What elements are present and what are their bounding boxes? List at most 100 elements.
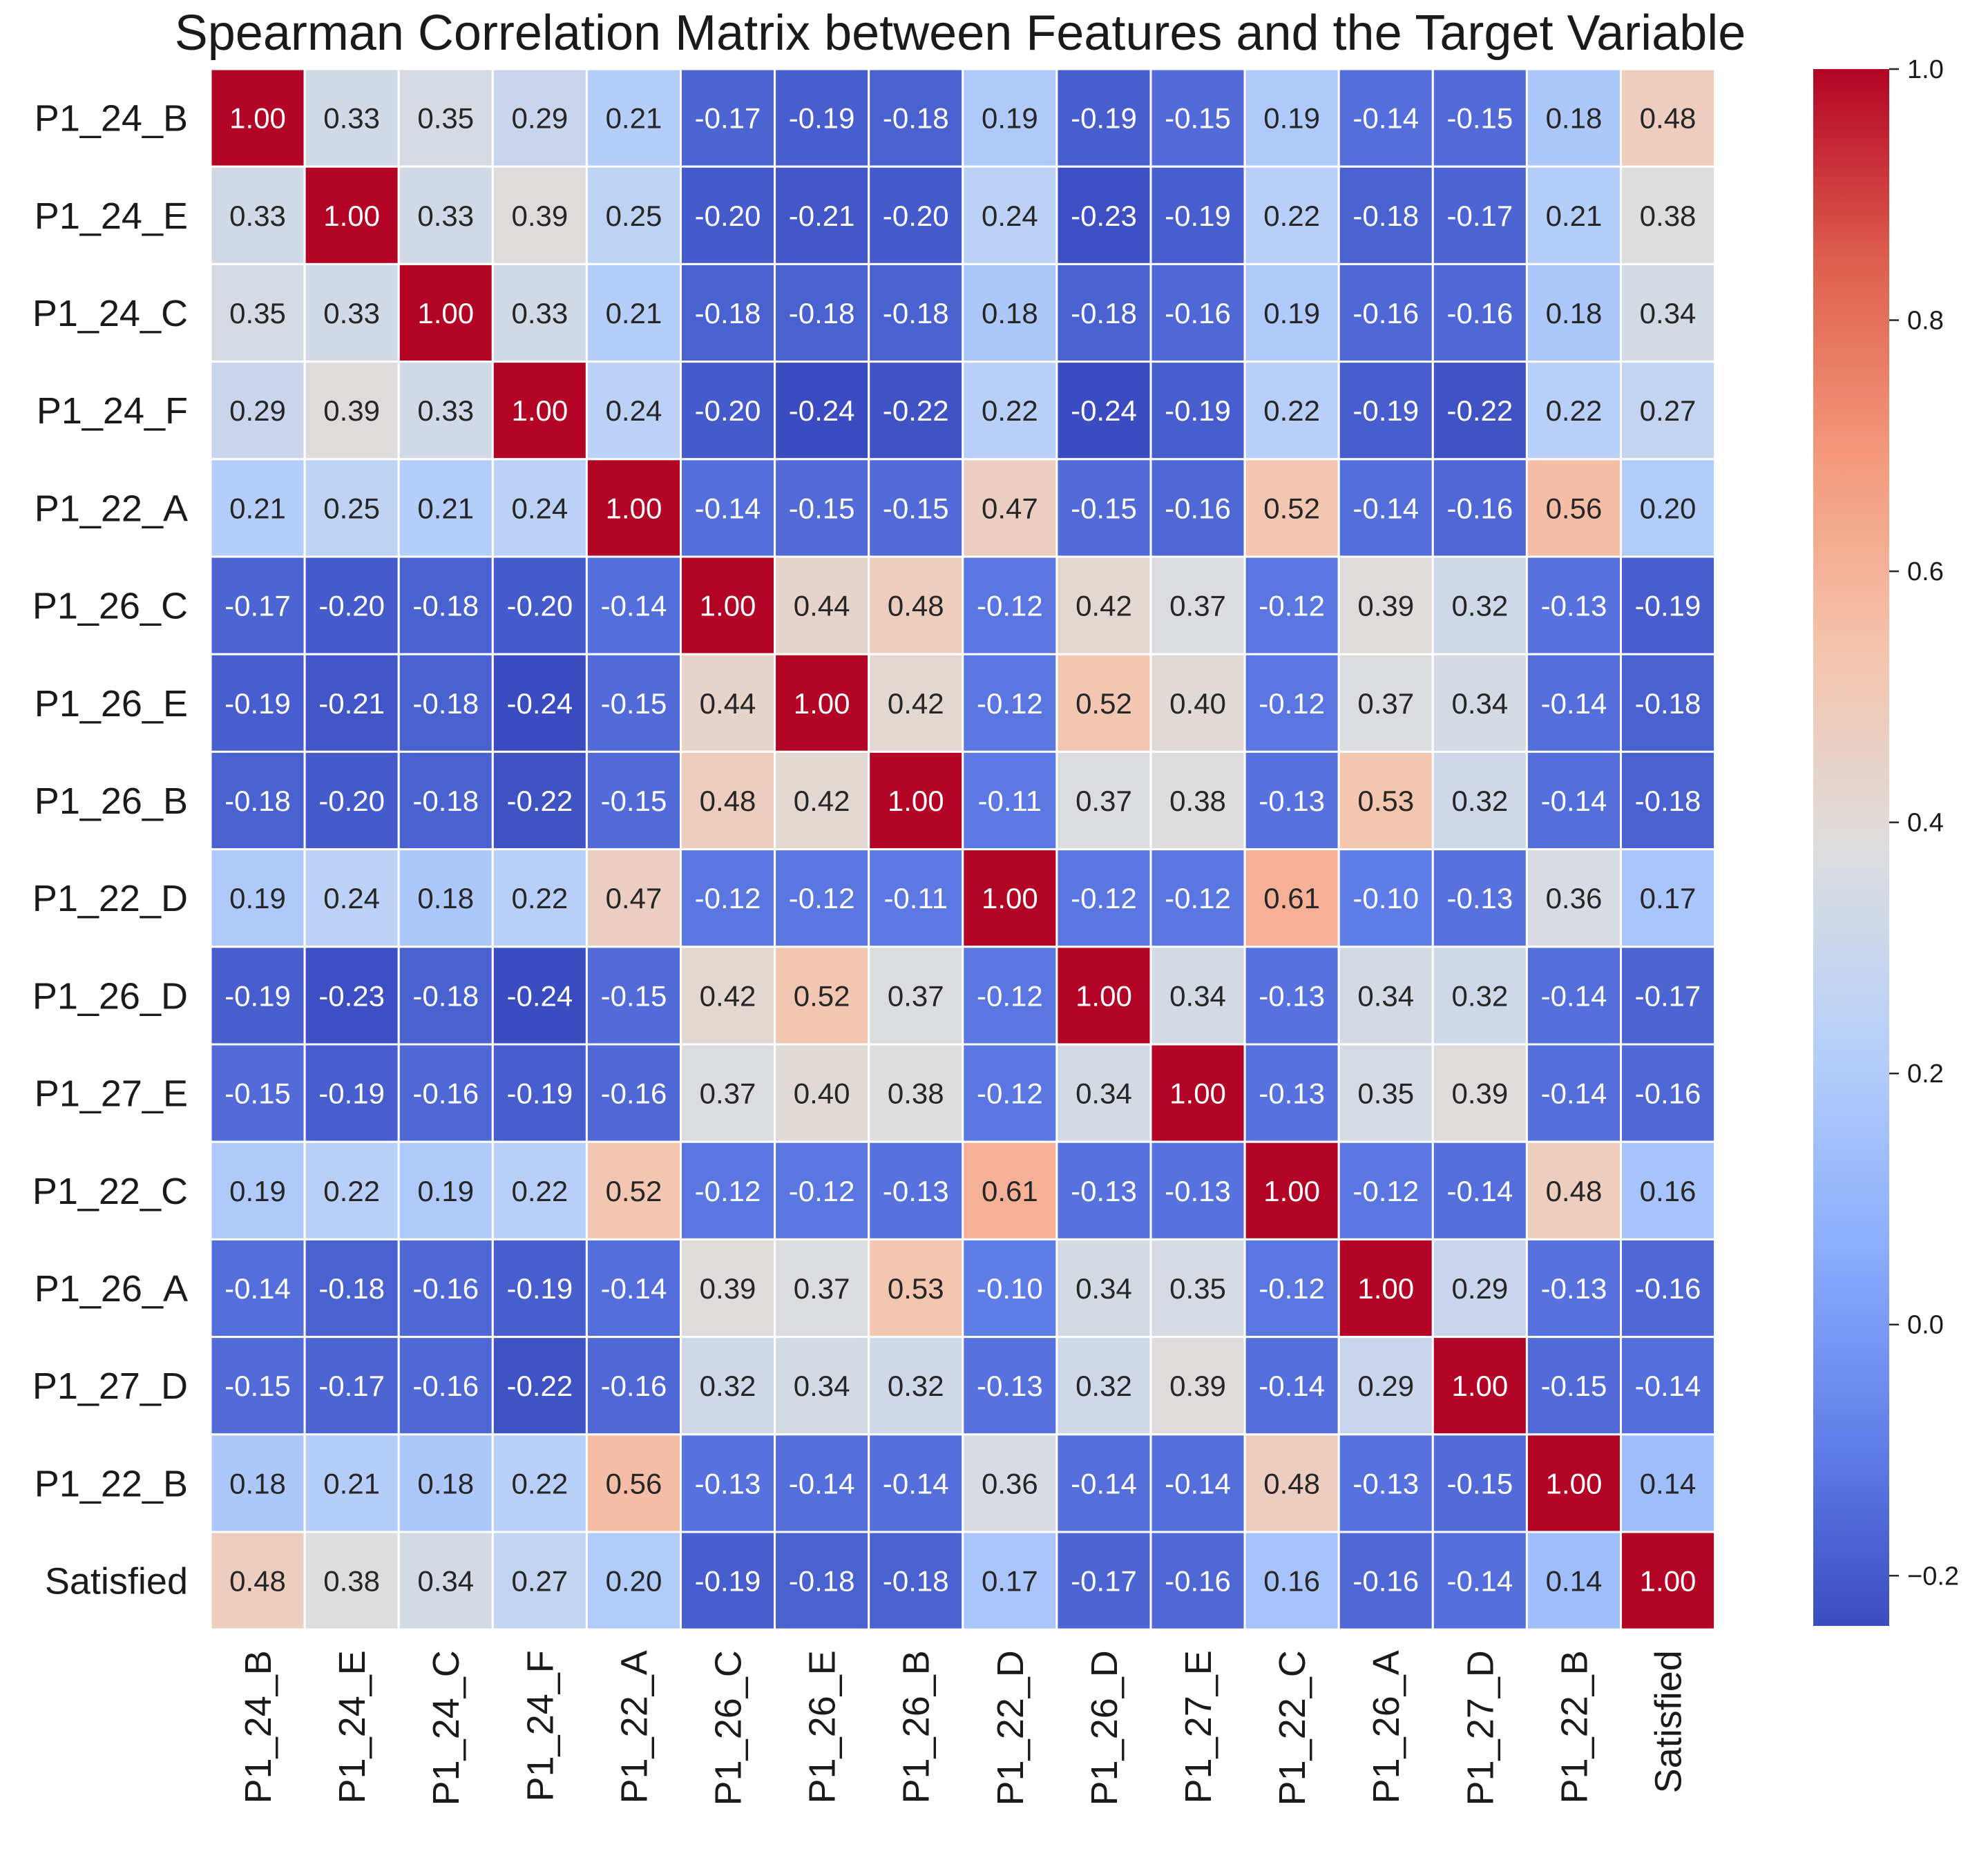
cell-value-label: -0.18 <box>318 1272 385 1305</box>
cell-value-label: 0.16 <box>1640 1175 1697 1207</box>
cell-value-label: 0.48 <box>1263 1467 1320 1500</box>
heatmap-cell <box>1337 262 1434 363</box>
heatmap-cell <box>868 750 964 851</box>
cell-value-label: 0.18 <box>417 882 474 914</box>
column-label: P1_22_C <box>1272 1650 1313 1805</box>
cell-value-label: 0.21 <box>417 492 474 524</box>
cell-value-label: -0.12 <box>1259 590 1325 622</box>
cell-value-label: 0.32 <box>700 1370 756 1402</box>
row-label: P1_22_D <box>32 878 188 919</box>
cell-value-label: 0.34 <box>1169 979 1226 1012</box>
heatmap-cell <box>1243 750 1340 851</box>
heatmap-cell <box>868 68 964 168</box>
cell-value-label: -0.24 <box>1071 394 1137 427</box>
cell-value-label: -0.20 <box>318 785 385 817</box>
colorbar-tick-label: 0.0 <box>1907 1311 1944 1340</box>
row-label: P1_26_E <box>35 683 188 725</box>
heatmap-cell <box>1620 946 1717 1046</box>
cell-value-label: -0.22 <box>1446 394 1513 427</box>
heatmap-cell <box>585 1531 682 1631</box>
cell-value-label: -0.14 <box>1446 1175 1513 1207</box>
cell-value-label: 0.20 <box>1640 492 1697 524</box>
cell-value-label: -0.18 <box>412 590 479 622</box>
cell-value-label: -0.23 <box>1071 200 1137 232</box>
cell-value-label: 0.22 <box>1263 200 1320 232</box>
heatmap-cell <box>1149 555 1246 655</box>
heatmap-cell <box>1055 1238 1152 1339</box>
heatmap-cell <box>1149 750 1246 851</box>
cell-value-label: 0.39 <box>1451 1077 1508 1110</box>
heatmap-cell <box>1620 458 1717 558</box>
heatmap-cell <box>774 946 870 1046</box>
cell-value-label: 1.00 <box>794 687 850 720</box>
cell-value-label: 0.39 <box>323 394 380 427</box>
cell-value-label: -0.16 <box>601 1370 667 1402</box>
cell-value-label: -0.20 <box>883 200 949 232</box>
chart-title: Spearman Correlation Matrix between Feat… <box>175 6 1746 61</box>
heatmap-cell <box>1525 262 1622 363</box>
heatmap-cell <box>774 555 870 655</box>
heatmap-cell <box>962 750 1058 851</box>
heatmap-cell <box>1431 68 1528 168</box>
heatmap-cell <box>303 1238 400 1339</box>
heatmap-cell <box>585 458 682 558</box>
heatmap-cell <box>397 361 494 461</box>
cell-value-label: 0.37 <box>1169 590 1226 622</box>
column-label: P1_24_F <box>519 1650 561 1801</box>
cell-value-label: -0.14 <box>1635 1370 1701 1402</box>
cell-value-label: 0.34 <box>1357 979 1414 1012</box>
heatmap-cell <box>585 1433 682 1533</box>
cell-value-label: 0.53 <box>888 1272 944 1305</box>
heatmap-cell <box>1431 848 1528 948</box>
heatmap-cell <box>774 165 870 265</box>
cell-value-label: -0.16 <box>1353 1565 1419 1598</box>
heatmap-cell <box>1055 1531 1152 1631</box>
heatmap-cell <box>868 946 964 1046</box>
heatmap-cell <box>1055 262 1152 363</box>
heatmap-cell <box>1149 1336 1246 1436</box>
cell-value-label: 0.22 <box>982 394 1038 427</box>
cell-value-label: -0.24 <box>789 394 855 427</box>
cell-value-label: -0.21 <box>789 200 855 232</box>
cell-value-label: 0.19 <box>229 882 286 914</box>
cell-value-label: 1.00 <box>1076 979 1132 1012</box>
cell-value-label: 1.00 <box>229 102 286 135</box>
column-label: P1_26_E <box>802 1650 843 1803</box>
cell-value-label: -0.13 <box>1259 979 1325 1012</box>
colorbar-tick-label: 0.8 <box>1907 307 1944 336</box>
cell-value-label: -0.19 <box>1165 394 1231 427</box>
heatmap-cell <box>1431 458 1528 558</box>
column-labels: P1_24_B P1_24_E P1_24_C P1_24_F P1_22_A P1_26… <box>238 1650 1690 1805</box>
heatmap-cell <box>303 1433 400 1533</box>
cell-value-label: -0.13 <box>1165 1175 1231 1207</box>
cell-value-label: -0.16 <box>1446 297 1513 329</box>
cell-value-label: -0.15 <box>1446 102 1513 135</box>
cell-value-label: 1.00 <box>1640 1565 1697 1598</box>
heatmap-cell <box>1149 165 1246 265</box>
column-label: P1_24_B <box>238 1650 279 1803</box>
heatmap-cell <box>1525 750 1622 851</box>
cell-value-label: 0.21 <box>606 297 662 329</box>
heatmap-cell <box>397 1336 494 1436</box>
cell-value-label: -0.15 <box>1071 492 1137 524</box>
cell-value-label: 0.21 <box>606 102 662 135</box>
cell-value-label: 0.38 <box>323 1565 380 1598</box>
cell-value-label: 0.42 <box>700 979 756 1012</box>
heatmap-cell <box>209 750 306 851</box>
heatmap-cell <box>680 1531 776 1631</box>
cell-value-label: 0.22 <box>1263 394 1320 427</box>
cell-value-label: -0.12 <box>789 882 855 914</box>
cell-value-label: -0.11 <box>978 785 1042 817</box>
cell-value-label: 0.33 <box>417 200 474 232</box>
cell-value-label: 1.00 <box>323 200 380 232</box>
heatmap-cell <box>209 1238 306 1339</box>
cell-value-label: 0.32 <box>1451 979 1508 1012</box>
cell-value-label: 0.38 <box>1640 200 1697 232</box>
row-label: P1_26_D <box>32 975 188 1017</box>
heatmap-cell <box>585 555 682 655</box>
cell-value-label: 0.32 <box>1451 590 1508 622</box>
cell-value-label: 0.21 <box>1546 200 1603 232</box>
cell-value-label: 0.19 <box>1263 297 1320 329</box>
cell-value-label: -0.15 <box>601 687 667 720</box>
cell-value-label: 0.42 <box>1076 590 1132 622</box>
